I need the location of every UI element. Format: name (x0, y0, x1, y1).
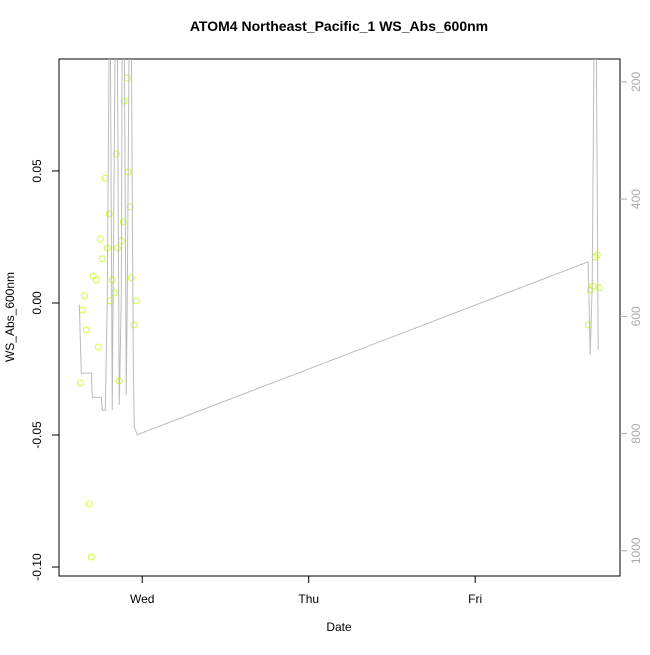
point (584, 321, 592, 329)
point (92, 276, 100, 284)
point (106, 297, 114, 305)
y-tick-label: 0.05 (30, 159, 44, 183)
point (94, 343, 102, 351)
y2-tick-label: 200 (629, 72, 643, 92)
point (126, 203, 134, 211)
line (78, 59, 599, 436)
x-tick-label: Fri (468, 592, 482, 606)
y2-tick-label: 400 (629, 189, 643, 209)
x-axis-label: Date (326, 620, 352, 634)
x-tick-label: Thu (298, 592, 319, 606)
y-tick-label: 0.00 (30, 291, 44, 315)
point (105, 210, 113, 218)
point (98, 255, 106, 263)
point (85, 500, 93, 508)
point (595, 284, 603, 292)
y2-tick-label: 600 (629, 306, 643, 326)
y-tick-label: -0.10 (30, 553, 44, 581)
point (87, 553, 95, 561)
point (80, 292, 88, 300)
chart-title: ATOM4 Northeast_Pacific_1 WS_Abs_600nm (190, 18, 488, 34)
point (101, 174, 109, 182)
plot-area (76, 59, 603, 561)
point (132, 297, 140, 305)
point (130, 321, 138, 329)
point (78, 306, 86, 314)
point (127, 274, 135, 282)
y-tick-label: -0.05 (30, 421, 44, 449)
point (96, 235, 104, 243)
point (112, 150, 120, 158)
point (89, 272, 97, 280)
y2-tick-label: 1000 (629, 537, 643, 564)
point (108, 276, 116, 284)
point (82, 326, 90, 334)
point (113, 244, 121, 252)
y-axis-label: WS_Abs_600nm (3, 272, 17, 362)
point (76, 379, 84, 387)
x-tick-label: Wed (130, 592, 154, 606)
plot-frame (58, 58, 621, 577)
point (589, 282, 597, 290)
point (119, 218, 127, 226)
y2-tick-label: 800 (629, 423, 643, 443)
